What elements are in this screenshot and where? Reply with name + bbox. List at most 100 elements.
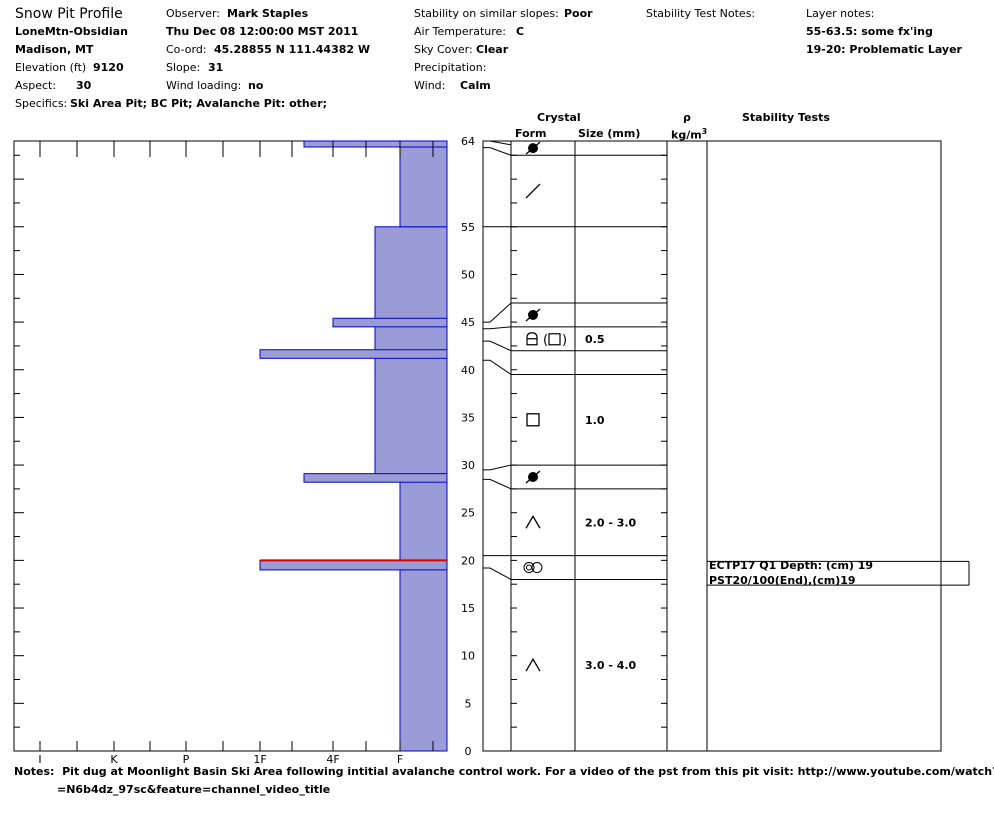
melt-freeze-icon: [525, 308, 541, 322]
depth-label: 0: [465, 745, 472, 758]
aspect-label: Aspect:: [15, 79, 57, 92]
stability-test-result: PST20/100(End),(cm)19: [709, 574, 856, 587]
layer-connector: [483, 140, 512, 146]
depth-label: 55: [461, 221, 475, 234]
depth-hoar-faceted-icon: ): [562, 333, 567, 348]
depth-label: 45: [461, 316, 475, 329]
wind-label: Wind:: [414, 79, 446, 92]
melt-forms-icon: [523, 562, 543, 574]
depth-hoar-faceted-icon: [548, 333, 561, 346]
air-temp-value: C: [516, 25, 525, 38]
depth-label: 20: [461, 554, 475, 567]
hardness-bar: [399, 474, 448, 752]
depth-hoar-icon: [525, 514, 541, 529]
melt-forms-icon: [523, 562, 535, 574]
melt-forms-icon: [526, 564, 532, 571]
precip-label: Precipitation:: [414, 61, 487, 74]
hardness-bar: [399, 140, 448, 228]
crystal-size: 3.0 - 4.0: [585, 659, 637, 672]
slope-label: Slope:: [166, 61, 201, 74]
depth-axis: 0 5 10 15 20 25 30 35 40 45 50 55 64: [461, 135, 475, 758]
thin-layer-bar: [303, 473, 448, 483]
observation-date: Thu Dec 08 12:00:00 MST 2011: [166, 25, 359, 38]
thin-layer-bar: [303, 140, 448, 148]
melt-freeze-icon: [525, 470, 541, 484]
depth-label: 35: [461, 411, 475, 424]
wind-value: Calm: [460, 79, 491, 92]
crystal-size: 2.0 - 3.0: [585, 516, 637, 529]
layer-connector: [483, 567, 512, 580]
faceted-icon: [526, 413, 540, 427]
hardness-label: P: [183, 753, 190, 766]
rho-header: ρ: [683, 111, 691, 124]
melt-freeze-icon: [525, 141, 541, 155]
layer-connector: [483, 302, 512, 323]
depth-hoar-icon: [525, 657, 541, 672]
observer-label: Observer:: [166, 7, 220, 20]
hardness-label: 1F: [253, 753, 266, 766]
notes-continued: =N6b4dz_97sc&feature=channel_video_title: [57, 783, 331, 796]
wind-loading-label: Wind loading:: [166, 79, 242, 92]
depth-label: 25: [461, 507, 475, 520]
slope-value: 31: [208, 61, 224, 74]
depth-label: 30: [461, 459, 475, 472]
specifics-value: Ski Area Pit; BC Pit; Avalanche Pit: oth…: [70, 97, 328, 110]
form-header: Form: [515, 127, 547, 140]
sky-label: Sky Cover:: [414, 43, 473, 56]
depth-label: 10: [461, 650, 475, 663]
observer-value: Mark Staples: [227, 7, 309, 20]
depth-label: 50: [461, 268, 475, 281]
depth-hoar-faceted-icon: [526, 332, 538, 346]
region: Madison, MT: [15, 43, 94, 56]
stability-value: Poor: [564, 7, 593, 20]
stability-test-notes-label: Stability Test Notes:: [646, 7, 756, 20]
layer-connector: [483, 478, 512, 490]
thin-layer-bar: [332, 317, 448, 328]
decomposing-icon: [525, 183, 541, 199]
melt-freeze-icon: [525, 308, 541, 322]
hardness-label: F: [397, 753, 403, 766]
thin-layer-bar: [259, 559, 448, 571]
depth-label: 5: [465, 697, 472, 710]
depth-label: 15: [461, 602, 475, 615]
hardness-label: 4F: [326, 753, 339, 766]
stability-test-result: ECTP17 Q1 Depth: (cm) 19: [709, 559, 873, 572]
layer-connector: [483, 326, 512, 330]
location: LoneMtn-Obsidian: [15, 25, 128, 38]
layer-note: 19-20: Problematic Layer: [806, 43, 962, 56]
layer-notes-label: Layer notes:: [806, 7, 875, 20]
melt-freeze-icon: [525, 470, 541, 484]
density-unit-header: kg/m3: [671, 127, 708, 142]
depth-hoar-icon: [525, 657, 541, 672]
faceted-icon: [526, 413, 540, 427]
elevation-value: 9120: [93, 61, 124, 74]
layer-connector: [483, 340, 512, 352]
sky-value: Clear: [476, 43, 509, 56]
crystal-header: Crystal: [537, 111, 581, 124]
depth-hoar-icon: [525, 514, 541, 529]
layer-connector: [483, 147, 512, 156]
stability-tests-header: Stability Tests: [742, 111, 830, 124]
specifics-label: Specifics:: [15, 97, 68, 110]
depth-label: 40: [461, 364, 475, 377]
stability-label: Stability on similar slopes:: [414, 7, 559, 20]
hardness-label: I: [38, 753, 41, 766]
aspect-value: 30: [76, 79, 92, 92]
melt-freeze-icon: [525, 141, 541, 155]
stability-test-panel: ECTP17 Q1 Depth: (cm) 19 PST20/100(End),(…: [707, 559, 970, 587]
layer-connector: [483, 464, 512, 471]
hardness-plot: I K P 1F 4F F: [13, 140, 448, 766]
elevation-label: Elevation (ft): [15, 61, 87, 74]
table-frame: [482, 140, 942, 752]
layer-note: 55-63.5: some fx'ing: [806, 25, 933, 38]
crystal-size: 1.0: [585, 414, 605, 427]
crystal-size: 0.5: [585, 333, 605, 346]
air-temp-label: Air Temperature:: [414, 25, 506, 38]
page-title: Snow Pit Profile: [15, 6, 123, 22]
depth-hoar-faceted-icon: (): [526, 332, 567, 348]
layer-connector: [483, 359, 512, 375]
crystal-table: () 0.5 1.0 2.0 - 3.0 3.0 - 4.0: [482, 140, 942, 752]
depth-hoar-faceted-icon: (: [543, 333, 548, 348]
thin-layer-bar: [259, 349, 448, 359]
